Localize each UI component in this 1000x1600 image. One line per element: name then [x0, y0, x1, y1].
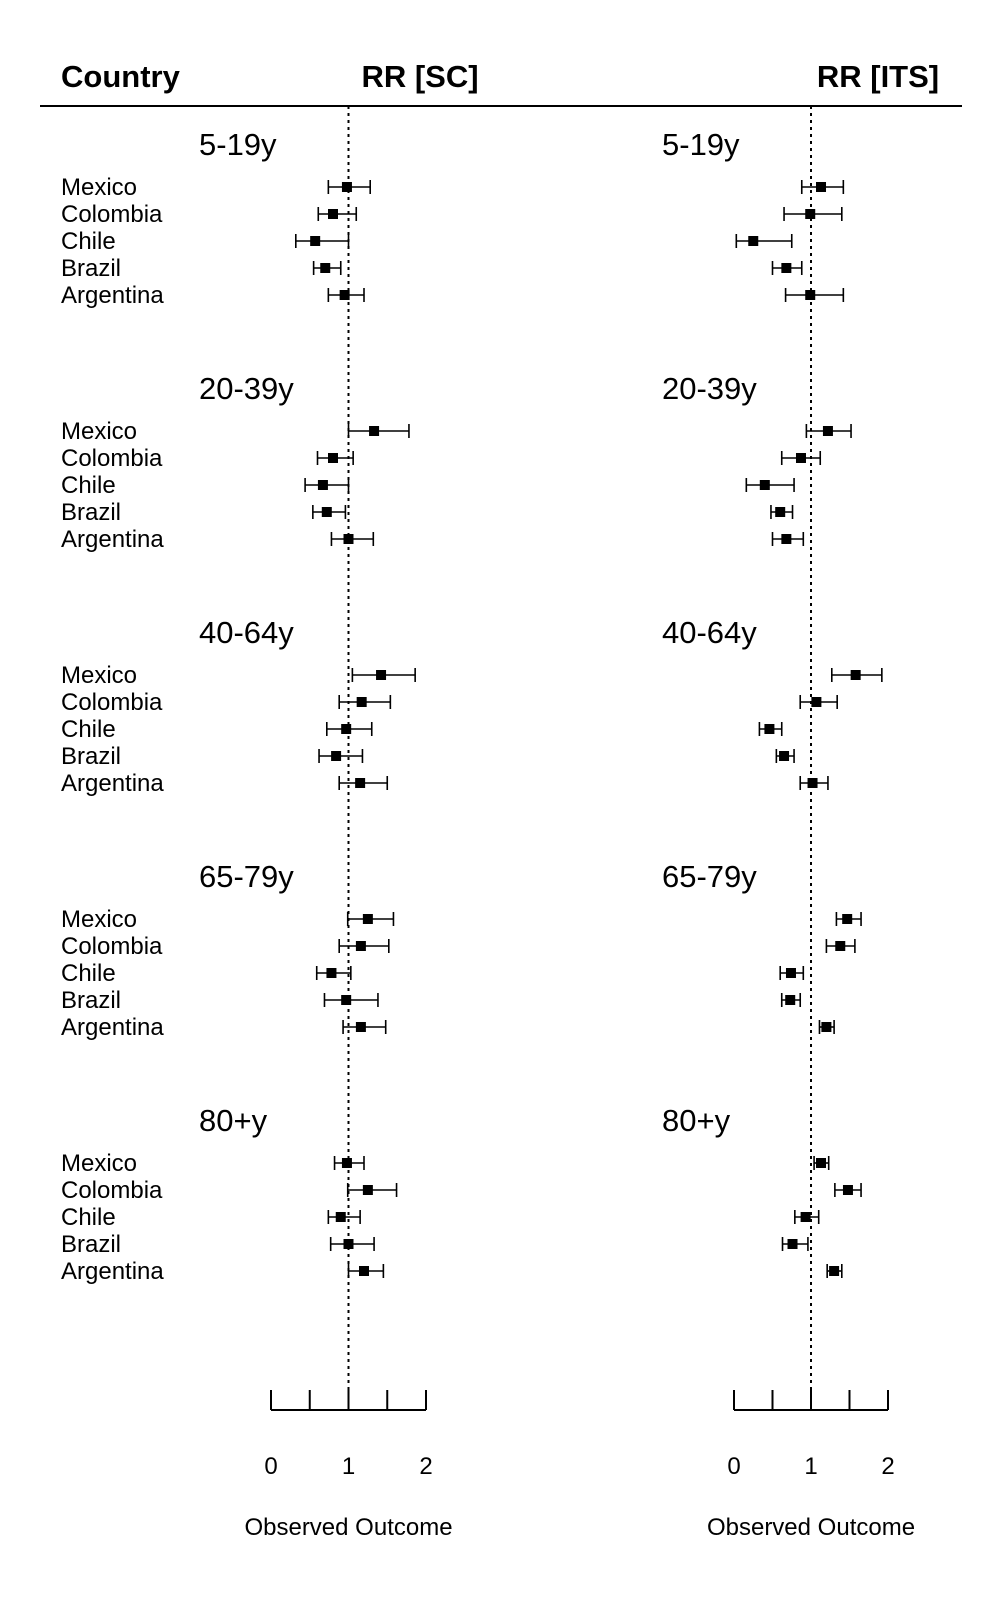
sc-point-estimate [317, 480, 328, 490]
its-x-axis-label: Observed Outcome [707, 1514, 915, 1541]
its-tick-label: 2 [881, 1453, 894, 1480]
its-age-group-label: 65-79y [662, 859, 757, 894]
its-point-estimate [759, 480, 770, 490]
country-label: Brazil [61, 1231, 121, 1258]
its-point-estimate [785, 968, 796, 978]
country-label: Chile [61, 228, 116, 255]
country-label: Chile [61, 960, 116, 987]
its-point-estimate [842, 1185, 853, 1195]
its-point-estimate [795, 453, 806, 463]
sc-point-estimate [341, 182, 352, 192]
sc-point-estimate [362, 1185, 373, 1195]
sc-point-estimate [355, 1022, 366, 1032]
sc-point-estimate [355, 941, 366, 951]
its-age-group-label: 40-64y [662, 615, 757, 650]
sc-header: RR [SC] [361, 59, 478, 94]
its-tick-label: 1 [804, 1453, 817, 1480]
its-point-estimate [829, 1266, 840, 1276]
its-age-group-label: 5-19y [662, 127, 740, 162]
country-label: Argentina [61, 1014, 164, 1041]
country-label: Argentina [61, 770, 164, 797]
sc-point-estimate [362, 914, 373, 924]
country-label: Chile [61, 472, 116, 499]
country-label: Colombia [61, 689, 163, 716]
sc-point-estimate [310, 236, 321, 246]
sc-age-group-label: 5-19y [199, 127, 277, 162]
sc-point-estimate [320, 263, 331, 273]
its-point-estimate [807, 778, 818, 788]
sc-point-estimate [339, 290, 350, 300]
sc-point-estimate [341, 724, 352, 734]
sc-point-estimate [331, 751, 342, 761]
country-label: Colombia [61, 445, 163, 472]
its-point-estimate [800, 1212, 811, 1222]
its-point-estimate [787, 1239, 798, 1249]
its-point-estimate [850, 670, 861, 680]
sc-point-estimate [343, 1239, 354, 1249]
country-header: Country [61, 59, 181, 94]
country-label: Colombia [61, 933, 163, 960]
its-point-estimate [785, 995, 796, 1005]
its-point-estimate [764, 724, 775, 734]
country-label: Colombia [61, 201, 163, 228]
its-point-estimate [821, 1022, 832, 1032]
plot-area: 0 1 2 Observed Outcome 0 1 2 Observed Outcome 5-… [61, 106, 915, 1541]
its-point-estimate [781, 263, 792, 273]
its-point-estimate [835, 941, 846, 951]
country-label: Argentina [61, 282, 164, 309]
sc-point-estimate [356, 697, 367, 707]
its-point-estimate [816, 182, 827, 192]
its-point-estimate [775, 507, 786, 517]
country-label: Brazil [61, 743, 121, 770]
its-age-group-label: 80+y [662, 1103, 731, 1138]
country-label: Mexico [61, 906, 137, 933]
country-label: Mexico [61, 1150, 137, 1177]
sc-point-estimate [355, 778, 366, 788]
country-label: Brazil [61, 255, 121, 282]
its-point-estimate [822, 426, 833, 436]
country-label: Mexico [61, 662, 137, 689]
sc-age-group-label: 65-79y [199, 859, 294, 894]
sc-point-estimate [341, 995, 352, 1005]
sc-age-group-label: 20-39y [199, 371, 294, 406]
sc-point-estimate [341, 1158, 352, 1168]
sc-point-estimate [343, 534, 354, 544]
country-label: Argentina [61, 1258, 164, 1285]
its-tick-label: 0 [727, 1453, 740, 1480]
country-label: Mexico [61, 174, 137, 201]
country-label: Argentina [61, 526, 164, 553]
its-age-group-label: 20-39y [662, 371, 757, 406]
sc-age-group-label: 80+y [199, 1103, 268, 1138]
country-label: Chile [61, 1204, 116, 1231]
its-point-estimate [816, 1158, 827, 1168]
its-point-estimate [779, 751, 790, 761]
its-point-estimate [781, 534, 792, 544]
sc-x-axis-label: Observed Outcome [244, 1514, 452, 1541]
sc-point-estimate [335, 1212, 346, 1222]
its-header: RR [ITS] [817, 59, 939, 94]
its-point-estimate [811, 697, 822, 707]
its-point-estimate [842, 914, 853, 924]
country-label: Chile [61, 716, 116, 743]
sc-tick-label: 1 [342, 1453, 355, 1480]
sc-tick-label: 2 [419, 1453, 432, 1480]
country-label: Brazil [61, 499, 121, 526]
sc-point-estimate [359, 1266, 369, 1276]
sc-point-estimate [328, 453, 338, 463]
its-point-estimate [748, 236, 759, 246]
country-label: Mexico [61, 418, 137, 445]
sc-tick-label: 0 [264, 1453, 277, 1480]
sc-point-estimate [321, 507, 332, 517]
sc-point-estimate [369, 426, 380, 436]
its-point-estimate [805, 290, 816, 300]
sc-point-estimate [376, 670, 387, 680]
country-label: Colombia [61, 1177, 163, 1204]
sc-point-estimate [328, 209, 338, 219]
sc-age-group-label: 40-64y [199, 615, 294, 650]
sc-point-estimate [326, 968, 337, 978]
its-point-estimate [805, 209, 816, 219]
country-label: Brazil [61, 987, 121, 1014]
